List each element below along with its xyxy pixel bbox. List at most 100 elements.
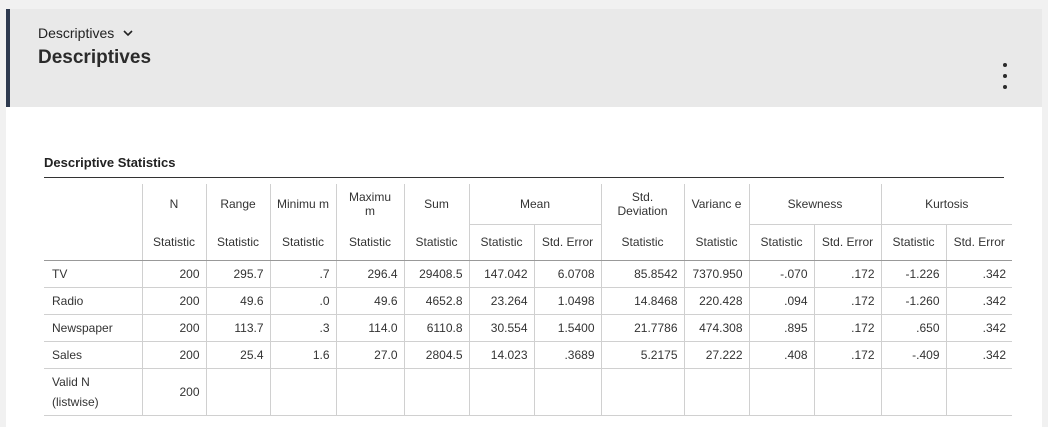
subheader-statistic: Statistic <box>683 224 749 261</box>
subheader-statistic: Statistic <box>468 224 534 261</box>
table-row: Newspaper 200 113.7.3 114.0 6110.8 30.554 1.54… <box>44 314 1012 342</box>
table-cell: .3689 <box>533 341 601 369</box>
panel-header: Descriptives Descriptives <box>6 9 1042 107</box>
col-header-n: N <box>141 184 206 224</box>
table-cell: .342 <box>945 287 1012 315</box>
col-header-mean: Mean <box>468 184 601 225</box>
breadcrumb-dropdown[interactable]: Descriptives <box>38 25 134 41</box>
table-cell <box>269 368 336 416</box>
table-cell: 200 <box>141 368 206 416</box>
subheader-statistic: Statistic <box>335 224 404 261</box>
row-label: Newspaper <box>44 314 142 342</box>
col-header-range: Range <box>205 184 270 224</box>
table-cell <box>945 368 1012 416</box>
table-cell: .094 <box>748 287 814 315</box>
table-cell: -.409 <box>880 341 946 369</box>
table-cell: .342 <box>945 341 1012 369</box>
descriptive-statistics-table: N Range Minimu m Maximu m Sum Mean Std. … <box>44 184 1012 416</box>
table-cell: 21.7786 <box>600 314 684 342</box>
table-cell <box>748 368 814 416</box>
table-cell: 27.222 <box>683 341 749 369</box>
table-row: Valid N (listwise) 200 <box>44 368 1012 416</box>
subheader-statistic: Statistic <box>880 224 946 261</box>
table-cell: .342 <box>945 260 1012 288</box>
subheader-std-error: Std. Error <box>945 224 1012 261</box>
table-cell <box>335 368 404 416</box>
table-cell: 474.308 <box>683 314 749 342</box>
table-cell: 220.428 <box>683 287 749 315</box>
col-header-variance: Varianc e <box>683 184 749 224</box>
table-title-divider <box>44 177 1004 178</box>
table-cell: 200 <box>141 287 206 315</box>
table-cell: -.070 <box>748 260 814 288</box>
row-label: Sales <box>44 341 142 369</box>
table-cell: 1.0498 <box>533 287 601 315</box>
table-row: Sales 200 25.4 1.6 27.0 2804.5 14.023.3689 5.21… <box>44 341 1012 369</box>
table-cell: -1.260 <box>880 287 946 315</box>
table-cell: 29408.5 <box>403 260 469 288</box>
table-cell: 2804.5 <box>403 341 469 369</box>
table-cell: 295.7 <box>205 260 270 288</box>
page-title: Descriptives <box>38 47 152 68</box>
table-cell: -1.226 <box>880 260 946 288</box>
subheader-statistic: Statistic <box>600 224 684 261</box>
table-body: TV 200 295.7.7 296.4 29408.5 147.042 6.0708 85.… <box>44 260 1012 416</box>
table-row: TV 200 295.7.7 296.4 29408.5 147.042 6.0708 85.… <box>44 260 1012 288</box>
table-cell: 27.0 <box>335 341 404 369</box>
table-cell: .7 <box>269 260 336 288</box>
table-title: Descriptive Statistics <box>44 155 176 170</box>
table-cell <box>683 368 749 416</box>
table-cell <box>880 368 946 416</box>
row-label: TV <box>44 260 142 288</box>
subheader-statistic: Statistic <box>403 224 469 261</box>
table-cell: 6110.8 <box>403 314 469 342</box>
table-cell: 30.554 <box>468 314 534 342</box>
table-cell: .172 <box>813 287 881 315</box>
col-header-kurtosis: Kurtosis <box>880 184 1012 225</box>
table-cell: 147.042 <box>468 260 534 288</box>
breadcrumb-label: Descriptives <box>38 25 115 41</box>
subheader-std-error: Std. Error <box>813 224 881 261</box>
table-cell: 23.264 <box>468 287 534 315</box>
table-cell: .650 <box>880 314 946 342</box>
output-panel: Descriptives Descriptives Descriptive St… <box>6 9 1042 427</box>
table-cell: 6.0708 <box>533 260 601 288</box>
table-cell <box>813 368 881 416</box>
row-label: Radio <box>44 287 142 315</box>
table-cell: 200 <box>141 260 206 288</box>
col-header-minimum: Minimu m <box>269 184 336 224</box>
table-cell: .342 <box>945 314 1012 342</box>
table-cell: 5.2175 <box>600 341 684 369</box>
table-cell: 25.4 <box>205 341 270 369</box>
col-header-std-deviation: Std. Deviation <box>600 184 684 224</box>
col-header-sum: Sum <box>403 184 469 224</box>
table-cell: 114.0 <box>335 314 404 342</box>
table-cell: .172 <box>813 260 881 288</box>
table-cell: .172 <box>813 314 881 342</box>
table-cell: 1.5400 <box>533 314 601 342</box>
table-cell: .0 <box>269 287 336 315</box>
subheader-statistic: Statistic <box>205 224 270 261</box>
table-cell <box>468 368 534 416</box>
table-cell: 113.7 <box>205 314 270 342</box>
table-cell <box>403 368 469 416</box>
table-cell: .895 <box>748 314 814 342</box>
col-header-maximum: Maximu m <box>335 184 404 224</box>
subheader-std-error: Std. Error <box>533 224 601 261</box>
subheader-statistic: Statistic <box>269 224 336 261</box>
table-cell: 200 <box>141 314 206 342</box>
chevron-down-icon <box>123 30 133 37</box>
more-vertical-icon[interactable] <box>1000 63 1010 89</box>
table-cell: 49.6 <box>335 287 404 315</box>
table-cell: 49.6 <box>205 287 270 315</box>
table-cell: .3 <box>269 314 336 342</box>
table-cell <box>205 368 270 416</box>
table-cell <box>533 368 601 416</box>
table-cell <box>600 368 684 416</box>
table-cell: 85.8542 <box>600 260 684 288</box>
table-cell: 7370.950 <box>683 260 749 288</box>
table-cell: .408 <box>748 341 814 369</box>
table-cell: 14.8468 <box>600 287 684 315</box>
table-cell: 200 <box>141 341 206 369</box>
col-header-skewness: Skewness <box>748 184 881 225</box>
